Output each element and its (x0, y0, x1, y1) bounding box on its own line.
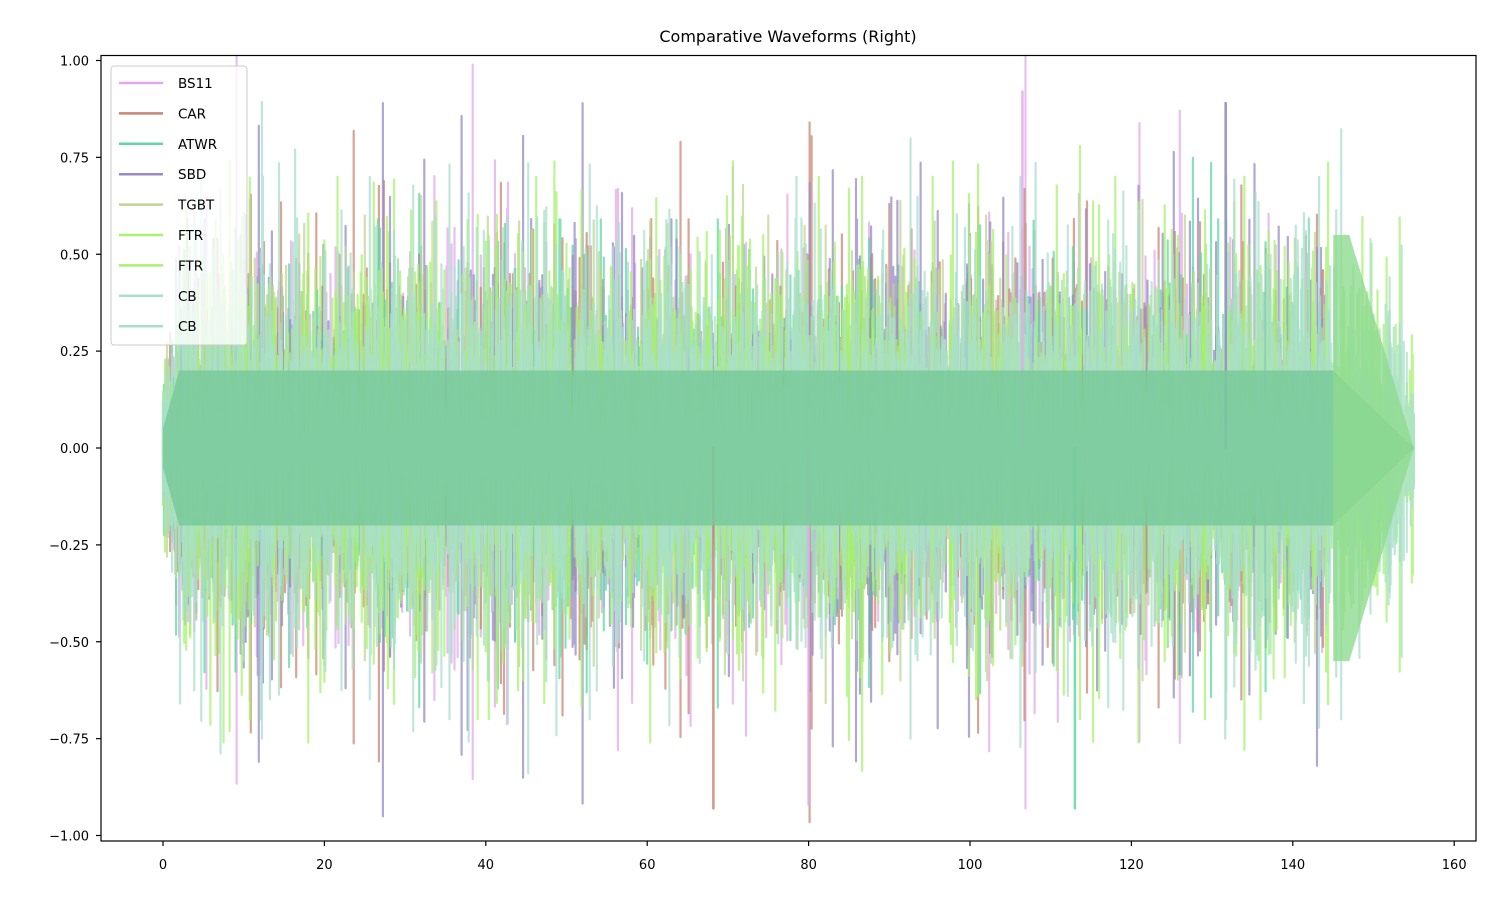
y-tick-label: 0.25 (60, 345, 89, 360)
x-tick-label: 20 (316, 858, 333, 873)
x-tick-label: 160 (1442, 858, 1467, 873)
y-tick-label: 0.50 (60, 248, 89, 263)
x-tick-label: 80 (800, 858, 817, 873)
x-tick-label: 140 (1280, 858, 1305, 873)
legend-label: TGBT (177, 198, 215, 214)
legend-item: FTR (119, 228, 203, 244)
legend-item: CAR (119, 106, 206, 122)
legend: BS11 CAR ATWR SBD TGBT FTR FTR CB CB (110, 65, 248, 346)
legend-label: CAR (178, 106, 206, 122)
x-tick-label: 40 (478, 858, 495, 873)
y-tick-label: −1.00 (49, 830, 89, 845)
chart-title: Comparative Waveforms (Right) (659, 27, 916, 46)
legend-label: ATWR (178, 137, 217, 153)
legend-label: BS11 (178, 76, 213, 92)
y-tick-label: −0.50 (49, 636, 89, 651)
x-tick-label: 0 (159, 858, 167, 873)
x-axis: 0 20 40 60 80 100 120 140 160 (159, 841, 1467, 873)
legend-item: TGBT (119, 198, 215, 214)
legend-item: CB (119, 319, 197, 335)
y-tick-label: 0.75 (60, 151, 89, 166)
legend-item: ATWR (119, 137, 217, 153)
x-tick-label: 120 (1119, 858, 1144, 873)
legend-label: SBD (178, 167, 206, 183)
legend-box (110, 65, 248, 346)
center-density-band (163, 370, 1414, 526)
legend-label: FTR (178, 228, 203, 244)
legend-item: CB (119, 289, 197, 305)
x-tick-label: 60 (639, 858, 656, 873)
y-tick-label: −0.25 (49, 539, 89, 554)
y-tick-label: 1.00 (60, 55, 89, 70)
y-axis: 1.00 0.75 0.50 0.25 0.00 −0.25 −0.50 −0.75 −1.00 (49, 55, 101, 845)
legend-label: CB (178, 289, 197, 305)
legend-item: SBD (119, 167, 206, 183)
waveform-traces (161, 55, 1415, 824)
tail-region (1333, 234, 1414, 662)
legend-item: BS11 (119, 76, 213, 92)
legend-label: CB (178, 319, 197, 335)
y-tick-label: −0.75 (49, 733, 89, 748)
y-tick-label: 0.00 (60, 442, 89, 457)
legend-label: FTR (178, 258, 203, 274)
x-tick-label: 100 (958, 858, 983, 873)
legend-item: FTR (119, 258, 203, 274)
